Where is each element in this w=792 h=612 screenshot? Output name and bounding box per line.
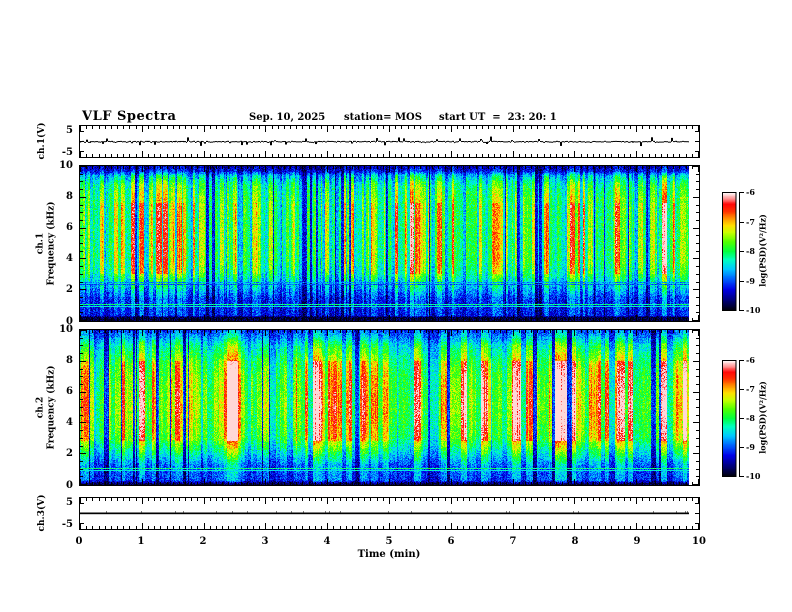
ch1-waveform-panel (79, 125, 700, 158)
x-tick-label: 0 (75, 536, 83, 547)
colorbar-tick-label: -7 (746, 384, 755, 394)
x-tick-label: 5 (385, 536, 393, 547)
ch3-waveform-panel (79, 497, 700, 530)
x-tick-label: 9 (633, 536, 641, 547)
ch2-spectrogram-ytick-label: 2 (66, 448, 73, 460)
ch3-waveform-ytick-label: 5 (66, 497, 73, 508)
ch1-spectrogram-ytick-label: 2 (66, 284, 73, 296)
time-axis-label: Time (min) (357, 549, 421, 560)
colorbar-tick-label: -6 (746, 355, 755, 365)
ch1-spectrogram-panel (79, 165, 700, 322)
ch2-spectrogram-ytick-label: 0 (66, 479, 73, 491)
x-tick-label: 8 (571, 536, 579, 547)
ch1-spectrogram-ytick-label: 6 (66, 221, 73, 233)
colorbar-tick-label: -8 (746, 246, 755, 256)
ch2-spectrogram-ytick-label: 4 (66, 417, 73, 429)
ch2-spectrogram-panel (79, 329, 700, 486)
ch1-waveform-ytick-label: -5 (61, 147, 73, 158)
ch1-waveform-ytick-label: 5 (66, 125, 73, 136)
ch2-colorbar (722, 360, 745, 477)
header-start-ut: start UT = 23: 20: 1 (439, 112, 557, 123)
ch1-spectrogram-ytick-label: 8 (66, 190, 73, 202)
x-tick-label: 2 (199, 536, 207, 547)
x-tick-label: 3 (261, 536, 269, 547)
x-tick-label: 4 (323, 536, 331, 547)
colorbar-tick-label: -10 (746, 305, 761, 315)
colorbar-tick-label: -7 (746, 216, 755, 227)
ch1-label: ch.1 (35, 232, 46, 255)
ch1-spectrogram-ytick-label: 4 (66, 253, 73, 265)
header-station: station= MOS (344, 112, 422, 123)
page-title: VLF Spectra (82, 109, 177, 124)
ch2-spectrogram-ytick-label: 8 (66, 354, 73, 366)
colorbar-tick-label: -8 (746, 413, 755, 423)
colorbar-tick-label: -6 (746, 187, 755, 197)
colorbar-tick-label: -9 (746, 275, 755, 286)
ch1-waveform-ylabel: ch.1(V) (37, 122, 47, 160)
ch1-colorbar (722, 192, 745, 311)
ch1-spectrogram-ytick-label: 0 (66, 315, 73, 327)
x-tick-label: 1 (137, 536, 145, 547)
x-tick-label: 6 (447, 536, 455, 547)
ch3-waveform-ylabel: ch.3(V) (37, 494, 47, 532)
colorbar-tick-label: -10 (746, 471, 761, 481)
ch2-spectrogram-ytick-label: 10 (59, 323, 73, 335)
x-tick-label: 7 (509, 536, 517, 547)
ch2-label: ch.2 (35, 396, 46, 419)
x-tick-label: 10 (692, 536, 706, 547)
header-date: Sep. 10, 2025 (249, 112, 326, 123)
ch2-spectrogram-ytick-label: 6 (66, 385, 73, 397)
ch1-spectrogram-ytick-label: 10 (59, 159, 73, 171)
colorbar-tick-label: -9 (746, 442, 755, 452)
ch3-waveform-ytick-label: -5 (61, 519, 73, 530)
